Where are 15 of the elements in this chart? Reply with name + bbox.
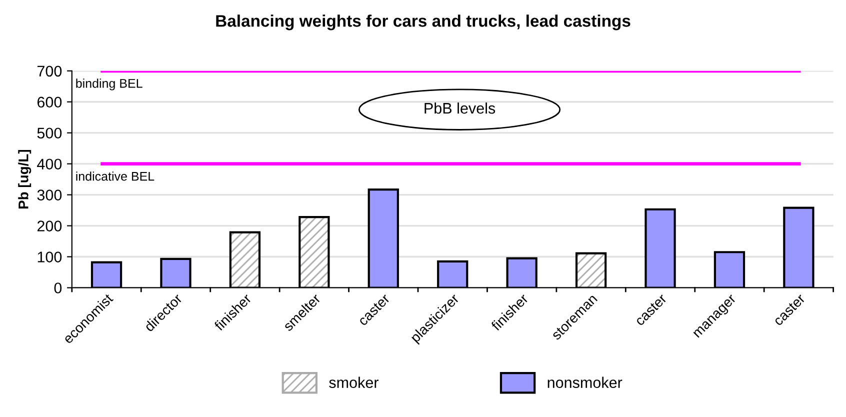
annotation: PbB levels <box>424 102 496 114</box>
y-axis-title: Pb [ug/L] <box>18 150 32 208</box>
y-tick-label: 200 <box>37 220 62 232</box>
legend-label: nonsmoker <box>548 376 622 388</box>
y-tick-label: 100 <box>38 252 62 262</box>
ref-line-label: binding BEL <box>76 78 142 90</box>
chart-title: Balancing weights for cars and trucks, lead castings <box>216 14 630 30</box>
y-tick-label: 400 <box>37 158 62 170</box>
y-tick-label: 500 <box>37 128 62 139</box>
y-tick-label: 300 <box>37 190 62 200</box>
y-tick-label: 0 <box>54 282 62 294</box>
ref-line-label: indicative BEL <box>76 172 154 181</box>
y-tick-label: 700 <box>37 66 62 77</box>
legend-label: smoker <box>329 376 379 388</box>
y-tick-label: 600 <box>37 96 62 108</box>
